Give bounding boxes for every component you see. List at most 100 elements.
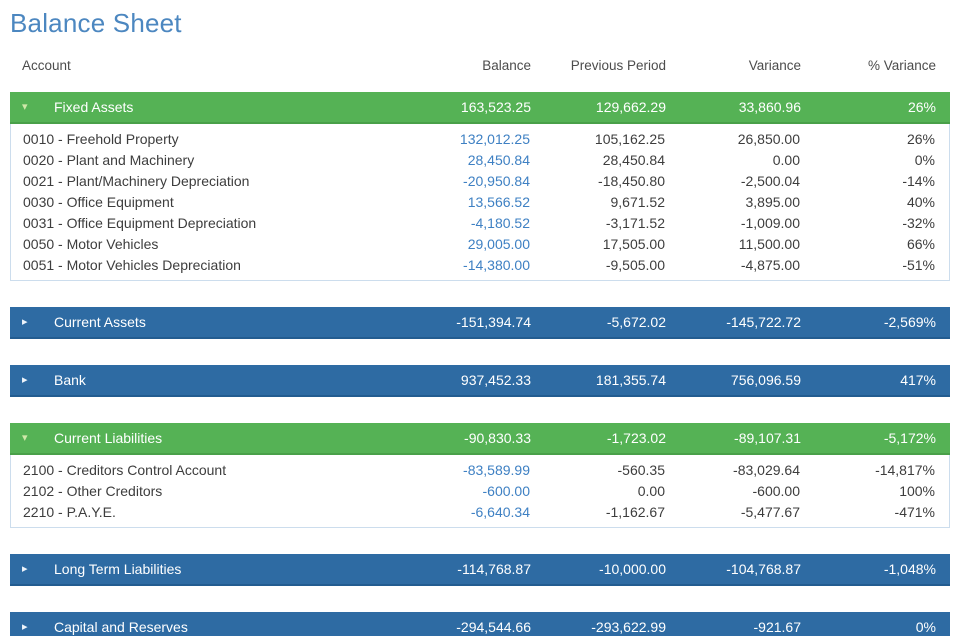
section-header-row[interactable]: ▾ Fixed Assets 163,523.25 129,662.29 33,…: [10, 92, 950, 124]
section-total-percent-variance: -1,048%: [883, 561, 936, 577]
account-name: 0050 - Motor Vehicles: [23, 235, 159, 252]
account-balance-link[interactable]: -14,380.00: [463, 256, 530, 273]
account-balance-link[interactable]: -600.00: [482, 482, 530, 499]
account-percent-variance: -14,817%: [875, 461, 935, 478]
page-title: Balance Sheet: [10, 8, 182, 38]
section-capital-and-reserves: ▸ Capital and Reserves -294,544.66 -293,…: [10, 612, 950, 636]
section-detail-rows: 2100 - Creditors Control Account -83,589…: [10, 455, 950, 528]
section-detail-rows: 0010 - Freehold Property 132,012.25 105,…: [10, 124, 950, 281]
section-title: Bank: [54, 372, 86, 388]
account-variance: 0.00: [772, 151, 800, 168]
account-variance: 3,895.00: [745, 193, 801, 210]
account-percent-variance: -14%: [902, 172, 935, 189]
account-percent-variance: 26%: [906, 130, 935, 147]
expand-collapse-icon[interactable]: ▸: [22, 315, 28, 328]
column-header-previous-period: Previous Period: [570, 57, 666, 73]
column-header-balance: Balance: [482, 57, 531, 73]
expand-collapse-icon[interactable]: ▸: [22, 373, 28, 386]
account-percent-variance: -471%: [894, 503, 935, 520]
account-previous-period: 0.00: [637, 482, 665, 499]
account-balance-link[interactable]: 132,012.25: [459, 130, 530, 147]
account-previous-period: 28,450.84: [602, 151, 665, 168]
account-percent-variance: -51%: [902, 256, 935, 273]
section-total-previous-period: -5,672.02: [606, 314, 666, 330]
account-row: 0020 - Plant and Machinery 28,450.84 28,…: [11, 149, 949, 170]
account-percent-variance: 66%: [906, 235, 935, 252]
section-total-percent-variance: -5,172%: [883, 430, 936, 446]
section-total-variance: -104,768.87: [726, 561, 801, 577]
account-variance: -2,500.04: [740, 172, 800, 189]
section-current-liabilities: ▾ Current Liabilities -90,830.33 -1,723.…: [10, 423, 950, 528]
account-row: 0050 - Motor Vehicles 29,005.00 17,505.0…: [11, 233, 949, 254]
account-percent-variance: -32%: [902, 214, 935, 231]
account-balance-link[interactable]: 13,566.52: [467, 193, 530, 210]
section-total-balance: -294,544.66: [456, 619, 531, 635]
account-percent-variance: 40%: [906, 193, 935, 210]
account-percent-variance: 0%: [914, 151, 935, 168]
account-variance: -5,477.67: [740, 503, 800, 520]
section-total-percent-variance: 417%: [900, 372, 936, 388]
section-total-balance: -114,768.87: [457, 561, 531, 577]
section-total-balance: 163,523.25: [460, 99, 531, 115]
account-variance: 26,850.00: [737, 130, 800, 147]
section-title: Current Assets: [54, 314, 146, 330]
account-previous-period: -1,162.67: [605, 503, 665, 520]
account-name: 0031 - Office Equipment Depreciation: [23, 214, 257, 231]
account-variance: -600.00: [752, 482, 800, 499]
section-header-row[interactable]: ▸ Capital and Reserves -294,544.66 -293,…: [10, 612, 950, 636]
account-percent-variance: 100%: [899, 482, 935, 499]
section-total-percent-variance: 26%: [907, 99, 936, 115]
account-row: 0010 - Freehold Property 132,012.25 105,…: [11, 128, 949, 149]
section-total-previous-period: -293,622.99: [591, 619, 666, 635]
section-total-balance: -151,394.74: [456, 314, 531, 330]
section-title: Long Term Liabilities: [54, 561, 182, 577]
expand-collapse-icon[interactable]: ▾: [22, 431, 28, 444]
section-total-balance: 937,452.33: [460, 372, 531, 388]
section-total-percent-variance: -2,569%: [883, 314, 936, 330]
expand-collapse-icon[interactable]: ▸: [22, 620, 28, 633]
section-title: Current Liabilities: [54, 430, 163, 446]
account-balance-link[interactable]: 29,005.00: [467, 235, 530, 252]
account-name: 0010 - Freehold Property: [23, 130, 179, 147]
section-total-previous-period: 129,662.29: [595, 99, 666, 115]
account-balance-link[interactable]: -6,640.34: [470, 503, 530, 520]
section-total-balance: -90,830.33: [464, 430, 531, 446]
section-long-term-liabilities: ▸ Long Term Liabilities -114,768.87 -10,…: [10, 554, 950, 586]
account-name: 0020 - Plant and Machinery: [23, 151, 195, 168]
section-total-variance: -145,722.72: [726, 314, 801, 330]
section-total-percent-variance: 0%: [915, 619, 936, 635]
account-balance-link[interactable]: -83,589.99: [463, 461, 530, 478]
section-current-assets: ▸ Current Assets -151,394.74 -5,672.02 -…: [10, 307, 950, 339]
section-total-previous-period: -1,723.02: [606, 430, 666, 446]
expand-collapse-icon[interactable]: ▾: [22, 100, 28, 113]
section-header-row[interactable]: ▾ Current Liabilities -90,830.33 -1,723.…: [10, 423, 950, 455]
account-name: 2102 - Other Creditors: [23, 482, 163, 499]
account-previous-period: -560.35: [617, 461, 665, 478]
account-previous-period: 9,671.52: [610, 193, 666, 210]
account-balance-link[interactable]: 28,450.84: [467, 151, 530, 168]
section-total-variance: -921.67: [753, 619, 801, 635]
section-bank: ▸ Bank 937,452.33 181,355.74 756,096.59 …: [10, 365, 950, 397]
expand-collapse-icon[interactable]: ▸: [22, 562, 28, 575]
section-header-row[interactable]: ▸ Bank 937,452.33 181,355.74 756,096.59 …: [10, 365, 950, 397]
column-header-variance: Variance: [748, 57, 801, 73]
account-variance: 11,500.00: [738, 235, 800, 252]
account-balance-link[interactable]: -20,950.84: [463, 172, 530, 189]
account-variance: -1,009.00: [740, 214, 800, 231]
account-name: 2100 - Creditors Control Account: [23, 461, 227, 478]
account-name: 0030 - Office Equipment: [23, 193, 174, 210]
account-previous-period: -3,171.52: [605, 214, 665, 231]
section-fixed-assets: ▾ Fixed Assets 163,523.25 129,662.29 33,…: [10, 92, 950, 281]
section-header-row[interactable]: ▸ Long Term Liabilities -114,768.87 -10,…: [10, 554, 950, 586]
column-header-percent-variance: % Variance: [867, 57, 936, 73]
account-balance-link[interactable]: -4,180.52: [470, 214, 530, 231]
account-variance: -83,029.64: [733, 461, 800, 478]
report-sections: ▾ Fixed Assets 163,523.25 129,662.29 33,…: [10, 92, 950, 636]
section-header-row[interactable]: ▸ Current Assets -151,394.74 -5,672.02 -…: [10, 307, 950, 339]
account-previous-period: 17,505.00: [602, 235, 665, 252]
section-title: Capital and Reserves: [54, 619, 188, 635]
section-total-variance: 756,096.59: [730, 372, 801, 388]
section-total-variance: 33,860.96: [738, 99, 801, 115]
section-total-previous-period: 181,355.74: [595, 372, 666, 388]
